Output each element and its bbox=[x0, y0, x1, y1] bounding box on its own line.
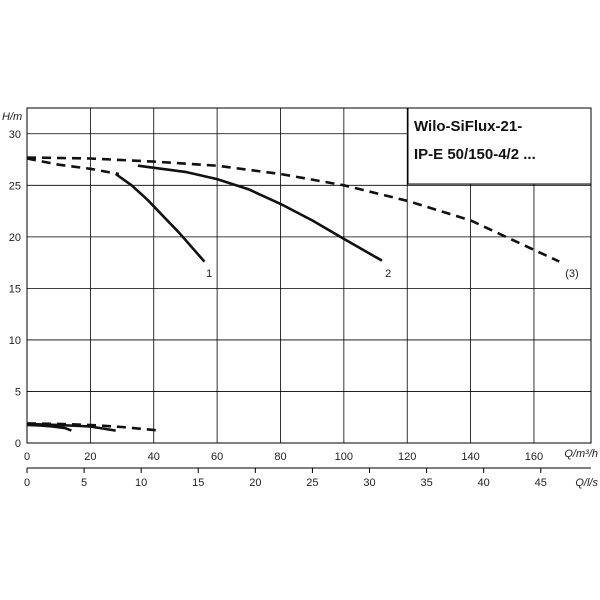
x-tick-label: 120 bbox=[398, 451, 416, 463]
y-axis-label: H/m bbox=[2, 111, 22, 123]
y-tick-label: 15 bbox=[9, 283, 21, 295]
y-tick-label: 25 bbox=[9, 180, 21, 192]
x2-tick-label: 35 bbox=[420, 477, 432, 489]
plot-frame bbox=[26, 107, 592, 444]
x-tick-label: 160 bbox=[525, 451, 543, 463]
x2-tick-label: 0 bbox=[24, 477, 30, 489]
chart-title-line-2: IP-E 50/150-4/2 ... bbox=[414, 146, 536, 163]
curve-dashed bbox=[26, 422, 161, 432]
curve-solid bbox=[137, 164, 383, 262]
x-tick-label: 140 bbox=[461, 451, 479, 463]
title-box-frame bbox=[407, 107, 592, 185]
x-tick-label: 20 bbox=[84, 451, 96, 463]
curve-label: 2 bbox=[385, 268, 391, 280]
x-axis-label-m3h: Q/m³/h bbox=[564, 448, 598, 460]
curve-solid bbox=[114, 172, 206, 263]
x2-tick-label: 15 bbox=[192, 477, 204, 489]
curve-dashed bbox=[26, 156, 560, 263]
x-tick-label: 80 bbox=[274, 451, 286, 463]
x2-tick-label: 20 bbox=[249, 477, 261, 489]
curve-label: 1 bbox=[206, 268, 212, 280]
x2-tick-label: 45 bbox=[535, 477, 547, 489]
x-tick-label: 0 bbox=[24, 451, 30, 463]
x2-tick-label: 25 bbox=[306, 477, 318, 489]
x2-tick-label: 40 bbox=[478, 477, 490, 489]
curve-label: (3) bbox=[565, 268, 578, 280]
y-tick-label: 10 bbox=[9, 335, 21, 347]
chart-title-line-1: Wilo-SiFlux-21- bbox=[414, 118, 522, 135]
y-tick-label: 0 bbox=[15, 438, 21, 450]
curve-dashed bbox=[26, 157, 120, 176]
curves: 1 2 (3) bbox=[26, 156, 579, 432]
x-tick-label: 60 bbox=[211, 451, 223, 463]
y-tick-label: 5 bbox=[15, 386, 21, 398]
x2-tick-label: 5 bbox=[81, 477, 87, 489]
x-tick-label: 100 bbox=[335, 451, 353, 463]
y-tick-label: 30 bbox=[9, 129, 21, 141]
x2-tick-label: 30 bbox=[363, 477, 375, 489]
x-axis-label-ls: Q/l/s bbox=[575, 477, 598, 489]
x-tick-label: 40 bbox=[148, 451, 160, 463]
title-box: Wilo-SiFlux-21- IP-E 50/150-4/2 ... bbox=[407, 107, 592, 185]
x2-tick-label: 10 bbox=[135, 477, 147, 489]
y-tick-label: 20 bbox=[9, 232, 21, 244]
